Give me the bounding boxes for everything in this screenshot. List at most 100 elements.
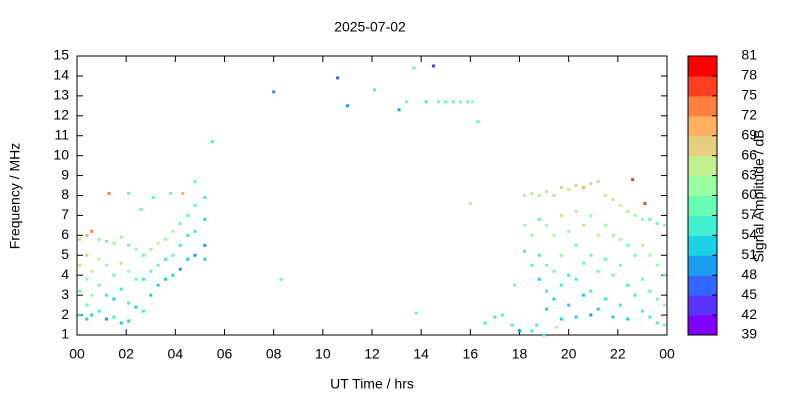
point (171, 229, 175, 233)
point (171, 253, 175, 257)
colorbar-swatch (688, 155, 717, 177)
point (193, 229, 197, 233)
point (530, 329, 534, 333)
point (178, 243, 182, 247)
point (193, 253, 197, 257)
y-tick-label: 9 (61, 166, 69, 182)
point (648, 315, 652, 319)
point (345, 104, 349, 108)
x-tick-label: 10 (315, 346, 331, 362)
colorbar-swatch (688, 315, 717, 336)
point (97, 257, 101, 261)
point (554, 325, 558, 329)
point (210, 140, 214, 144)
colorbar-swatch (688, 115, 717, 137)
point (181, 192, 185, 196)
point (640, 277, 644, 281)
point (149, 293, 153, 297)
point (643, 201, 647, 205)
y-tick-label: 2 (61, 306, 69, 322)
point (112, 241, 116, 245)
point (545, 263, 549, 267)
point (431, 64, 435, 68)
x-tick-label: 20 (561, 346, 577, 362)
point (127, 319, 131, 323)
point (655, 263, 659, 267)
colorbar-swatch (688, 75, 717, 97)
point (193, 180, 197, 184)
point (444, 100, 448, 104)
colorbar-tick-label: 57 (741, 206, 757, 222)
point (626, 209, 630, 213)
point (156, 263, 160, 267)
point (604, 297, 608, 301)
point (412, 66, 416, 70)
point (85, 303, 89, 307)
colorbar-swatch (688, 95, 717, 117)
point (97, 283, 101, 287)
point (537, 194, 541, 197)
point (545, 289, 549, 293)
point (164, 257, 167, 261)
point (279, 277, 283, 281)
point (112, 273, 116, 277)
y-tick-label: 11 (54, 126, 69, 142)
x-tick-label: 00 (659, 346, 675, 362)
point (559, 283, 563, 287)
point (77, 237, 81, 241)
y-tick-label: 6 (61, 226, 69, 242)
colorbar-tick-label: 51 (741, 246, 757, 262)
point (186, 257, 190, 261)
point (90, 313, 94, 317)
point (500, 313, 504, 317)
point (604, 223, 608, 227)
point (618, 237, 622, 241)
point (510, 323, 514, 327)
point (559, 186, 563, 190)
point (663, 303, 667, 307)
point (459, 100, 462, 104)
point (156, 241, 160, 245)
point (559, 253, 563, 257)
point (522, 249, 526, 253)
point (596, 269, 600, 273)
y-tick-label: 8 (61, 186, 69, 202)
colorbar-tick-label: 69 (741, 126, 757, 142)
colorbar-tick-label: 48 (741, 266, 757, 282)
point (596, 180, 600, 184)
point (530, 263, 534, 267)
y-tick-label: 13 (53, 87, 69, 103)
point (164, 237, 167, 241)
point (545, 307, 549, 311)
point (626, 243, 630, 247)
point (618, 203, 622, 207)
point (404, 100, 408, 104)
point (119, 287, 123, 291)
point (203, 257, 207, 261)
point (77, 289, 81, 293)
colorbar-swatch (688, 195, 717, 216)
y-tick-label: 5 (61, 246, 69, 262)
point (112, 315, 116, 319)
point (139, 207, 143, 211)
colorbar-swatch (688, 175, 717, 196)
y-tick-label: 12 (53, 106, 69, 122)
y-tick-label: 15 (53, 47, 69, 63)
point (203, 217, 207, 221)
point (203, 195, 207, 199)
point (663, 223, 667, 227)
point (178, 267, 182, 271)
x-tick-label: 14 (413, 346, 429, 362)
point (85, 233, 89, 237)
point (476, 120, 480, 124)
point (655, 297, 659, 301)
y-tick-label: 3 (61, 286, 69, 302)
point (663, 323, 667, 327)
colorbar-tick-label: 72 (741, 106, 757, 122)
point (633, 293, 637, 297)
point (518, 329, 521, 333)
point (574, 277, 578, 281)
point (545, 190, 549, 194)
colorbar-tick-label: 75 (741, 87, 757, 103)
